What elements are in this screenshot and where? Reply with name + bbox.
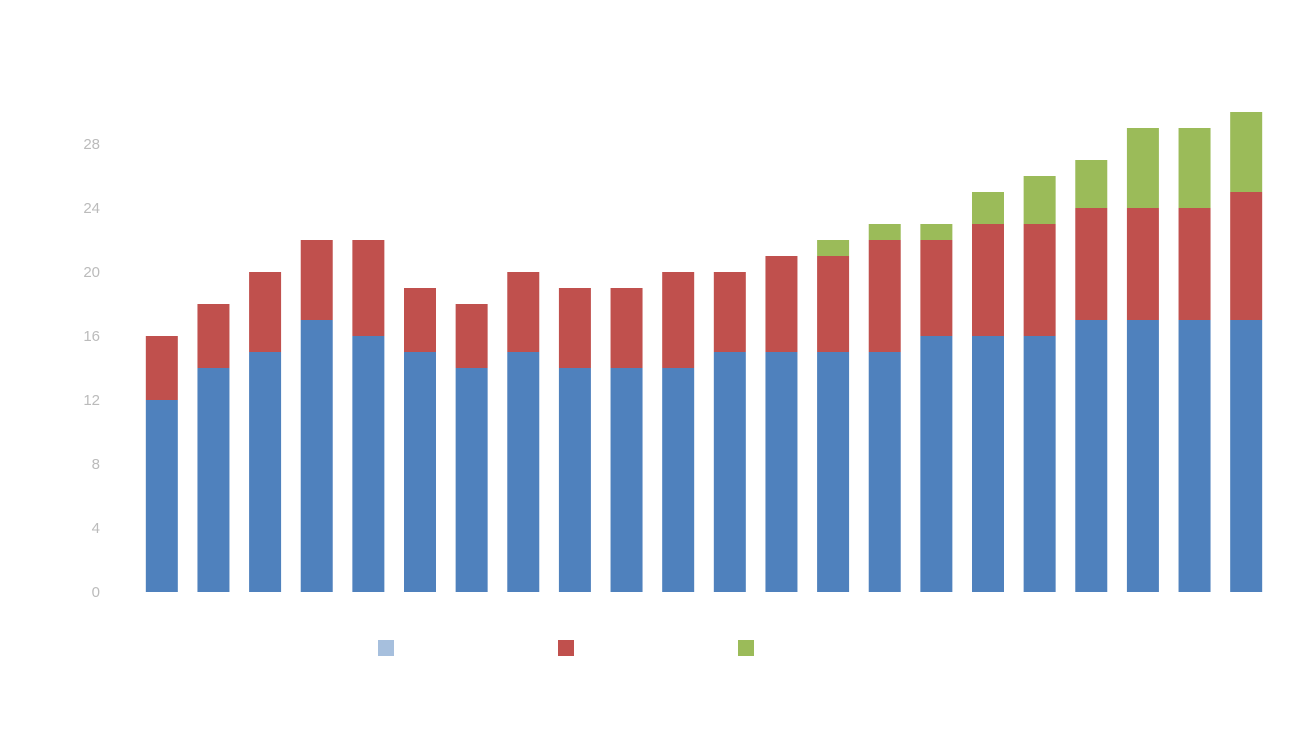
bar-segment-3 [1075,160,1108,208]
y-axis: 0 4 8 12 16 20 24 28 [83,136,100,601]
bar-segment-1 [558,368,591,592]
y-tick-label: 0 [92,584,100,601]
bar-segment-2 [197,304,230,368]
bar-segment-1 [1023,336,1056,592]
bar-segment-2 [1023,224,1056,336]
bar-segment-1 [1126,320,1159,592]
bar-segment-3 [1023,176,1056,224]
y-tick-label: 16 [83,328,100,345]
bar-segment-3 [972,192,1004,224]
bar-segment-1 [507,352,540,592]
bar-segment-3 [920,224,953,240]
bar-segment-2 [300,240,333,320]
bar-segment-1 [765,352,798,592]
bar-segment-2 [352,240,385,336]
bar-segment-3 [1230,112,1263,192]
bar-segment-1 [1075,320,1108,592]
bar-segment-2 [765,256,798,352]
bar-segment-2 [145,336,178,400]
bar-segment-1 [1230,320,1263,592]
bar-segment-2 [972,224,1004,336]
bar-segment-1 [197,368,230,592]
bar-segment-1 [352,336,385,592]
bar-segment-2 [1126,208,1159,320]
bar-segment-2 [249,272,282,352]
y-tick-label: 4 [92,520,100,537]
bar-segment-2 [404,288,436,352]
bar-segment-1 [662,368,695,592]
bar-segment-2 [920,240,953,336]
bar-segment-3 [1126,128,1159,208]
bar-segment-1 [249,352,282,592]
bar-segment-1 [300,320,333,592]
bar-segment-1 [920,336,953,592]
bar-segment-1 [404,352,436,592]
bar-segment-1 [817,352,850,592]
legend-swatch [378,640,394,656]
y-tick-label: 24 [83,200,100,217]
bar-segment-2 [817,256,850,352]
y-tick-label: 28 [83,136,100,153]
bar-segment-2 [1230,192,1263,320]
legend-swatch [558,640,574,656]
bar-segment-2 [1178,208,1211,320]
bar-segment-2 [610,288,643,368]
y-tick-label: 8 [92,456,100,473]
plot-area [145,112,1263,592]
y-tick-label: 20 [83,264,100,281]
bar-segment-2 [558,288,591,368]
bar-segment-1 [713,352,746,592]
bar-segment-2 [713,272,746,352]
y-tick-label: 12 [83,392,100,409]
bar-segment-2 [455,304,488,368]
bar-segment-1 [610,368,643,592]
legend [378,640,754,656]
bar-segment-2 [662,272,695,368]
bar-segment-3 [1178,128,1211,208]
legend-swatch [738,640,754,656]
bar-segment-2 [1075,208,1108,320]
bar-segment-1 [868,352,901,592]
bar-segment-2 [868,240,901,352]
bar-segment-3 [868,224,901,240]
bar-segment-3 [817,240,850,256]
bar-segment-1 [972,336,1004,592]
bar-segment-1 [455,368,488,592]
bar-segment-1 [145,400,178,592]
bar-segment-2 [507,272,540,352]
bar-segment-1 [1178,320,1211,592]
